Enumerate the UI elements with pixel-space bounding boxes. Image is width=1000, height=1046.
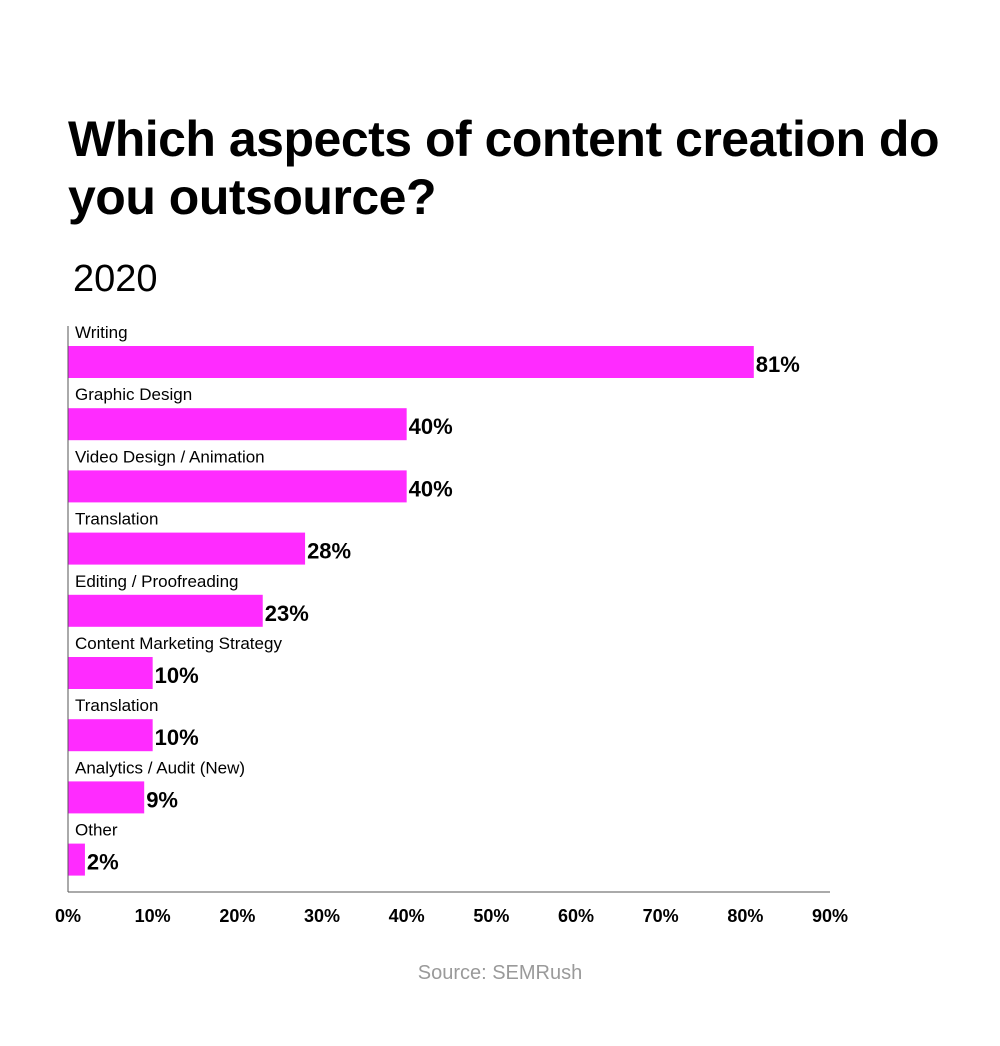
category-label: Content Marketing Strategy	[75, 634, 282, 653]
bar	[68, 470, 407, 503]
category-label: Other	[75, 821, 118, 840]
bar-value-label: 40%	[409, 476, 453, 501]
chart-title: Which aspects of content creation do you…	[68, 111, 940, 225]
bar-value-label: 23%	[265, 601, 309, 626]
bar	[68, 657, 153, 689]
category-label: Video Design / Animation	[75, 447, 265, 466]
source-note: Source: SEMRush	[417, 962, 583, 984]
chart-subtitle: 2020	[73, 258, 158, 300]
bar-value-label: 10%	[155, 725, 199, 750]
bar-value-label: 28%	[307, 539, 351, 564]
category-label: Translation	[75, 510, 158, 529]
bars-group: Writing 81% Graphic Design 40% Video Design …	[68, 323, 800, 876]
bar	[68, 346, 754, 378]
x-tick-label: 70%	[643, 906, 679, 926]
x-axis: 0% 10% 20% 30% 40% 50% 60% 70% 80% 90%	[55, 326, 848, 926]
category-label: Analytics / Audit (New)	[75, 758, 245, 777]
x-tick-label: 60%	[558, 906, 594, 926]
bar	[68, 781, 145, 814]
x-tick-label: 50%	[473, 906, 509, 926]
x-tick-label: 80%	[727, 906, 763, 926]
bar-value-label: 81%	[756, 352, 800, 377]
category-label: Writing	[75, 323, 128, 342]
bar	[68, 843, 85, 876]
category-label: Graphic Design	[75, 385, 192, 404]
bar	[68, 408, 407, 441]
bar	[68, 532, 306, 565]
category-label: Translation	[75, 696, 158, 715]
x-tick-label: 90%	[812, 906, 848, 926]
bar-value-label: 9%	[146, 787, 178, 812]
bar	[68, 594, 263, 627]
bar	[68, 719, 153, 752]
category-label: Editing / Proofreading	[75, 572, 239, 591]
x-tick-label: 10%	[135, 906, 171, 926]
bar-value-label: 10%	[155, 663, 199, 688]
x-tick-label: 30%	[304, 906, 340, 926]
x-tick-label: 40%	[389, 906, 425, 926]
x-tick-label: 20%	[219, 906, 255, 926]
bar-value-label: 2%	[87, 850, 119, 875]
x-tick-label: 0%	[55, 906, 81, 926]
bar-value-label: 40%	[409, 414, 453, 439]
